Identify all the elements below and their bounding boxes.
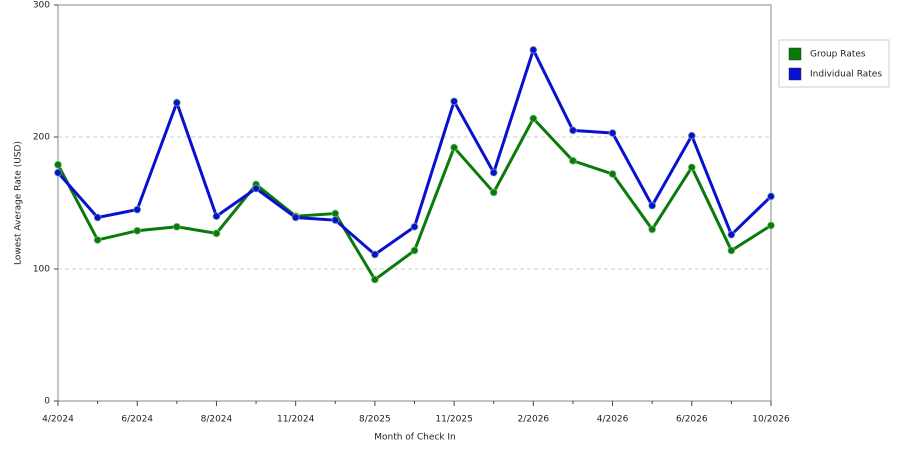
x-tick-label: 8/2025 xyxy=(359,415,391,425)
data-point xyxy=(529,45,538,54)
series-line xyxy=(56,115,772,282)
x-tick-label: 2/2026 xyxy=(517,415,549,425)
data-point xyxy=(172,222,181,231)
data-point xyxy=(450,97,459,106)
legend-label: Group Rates xyxy=(810,50,866,60)
x-axis-label: Month of Check In xyxy=(374,433,456,443)
data-point xyxy=(370,275,379,284)
data-point xyxy=(133,226,142,235)
y-tick-label: 0 xyxy=(44,397,50,407)
data-point xyxy=(410,222,419,231)
data-point xyxy=(608,169,617,178)
data-point xyxy=(727,230,736,239)
y-tick-label: 300 xyxy=(33,1,50,11)
data-point xyxy=(648,201,657,210)
data-point xyxy=(450,143,459,152)
data-point xyxy=(687,131,696,140)
data-point xyxy=(727,246,736,255)
x-tick-label: 6/2024 xyxy=(121,415,153,425)
data-point xyxy=(291,213,300,222)
plot-frame xyxy=(57,4,772,402)
data-point xyxy=(568,156,577,165)
x-tick-label: 11/2024 xyxy=(277,415,315,425)
data-point xyxy=(767,221,775,230)
x-tick-label: 11/2025 xyxy=(435,415,472,425)
data-point xyxy=(54,160,62,169)
data-point xyxy=(93,213,102,222)
data-point xyxy=(489,168,498,177)
x-tick-label: 4/2026 xyxy=(597,415,629,425)
data-point xyxy=(370,250,379,259)
y-tick-label: 200 xyxy=(33,133,50,143)
data-point xyxy=(133,205,142,214)
x-tick-label: 4/2024 xyxy=(42,415,74,425)
data-point xyxy=(331,209,340,218)
y-tick-label: 100 xyxy=(33,265,50,275)
data-point xyxy=(489,188,498,197)
data-point xyxy=(687,163,696,172)
legend-swatch xyxy=(788,47,802,61)
data-point xyxy=(648,225,657,234)
y-axis-label: Lowest Average Rate (USD) xyxy=(14,141,24,265)
data-point xyxy=(767,192,775,201)
data-point xyxy=(529,114,538,123)
x-tick-label: 6/2026 xyxy=(676,415,708,425)
data-point xyxy=(252,184,261,193)
data-point xyxy=(54,168,62,177)
data-point xyxy=(608,129,617,138)
legend-swatch xyxy=(788,67,802,81)
data-point xyxy=(331,216,340,225)
data-point xyxy=(212,229,221,238)
data-point xyxy=(212,212,221,221)
x-tick-label: 8/2024 xyxy=(201,415,233,425)
data-point xyxy=(410,246,419,255)
data-point xyxy=(93,235,102,244)
data-point xyxy=(172,98,181,107)
x-tick-label: 10/2026 xyxy=(752,415,790,425)
legend-label: Individual Rates xyxy=(810,70,882,80)
data-point xyxy=(568,126,577,135)
